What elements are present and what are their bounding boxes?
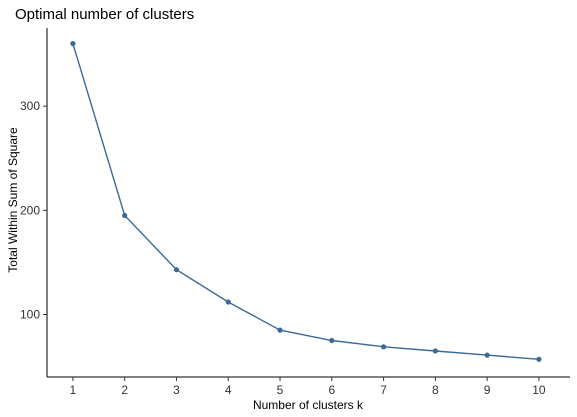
x-axis-label: Number of clusters k [253,398,364,412]
y-tick-label: 200 [20,203,40,217]
series-group [70,41,542,362]
x-tick-label: 1 [70,383,77,397]
data-point [329,337,335,344]
x-tick-label: 10 [532,383,546,397]
x-tick-label: 8 [432,383,439,397]
data-point [484,352,490,358]
x-tick-label: 6 [328,383,335,397]
y-tick-label: 300 [20,99,40,113]
x-tick-label: 3 [173,383,180,397]
x-tick-label: 4 [225,383,232,397]
x-tick-label: 7 [380,383,387,397]
x-tick-label: 9 [484,383,491,397]
chart-title: Optimal number of clusters [15,6,194,23]
data-point [70,41,76,47]
data-point [432,348,438,354]
y-tick-label: 100 [20,307,40,321]
series-line [72,43,539,360]
x-tick-label: 5 [277,383,284,397]
data-point [277,327,283,333]
x-tick-label: 2 [121,383,128,397]
data-point [173,267,180,273]
y-axis-label: Total Within Sum of Square [6,127,20,273]
data-point [122,212,128,219]
x-ticks: 1 2 3 4 5 6 7 8 9 10 [70,377,546,397]
y-ticks: 100 200 300 [20,99,47,321]
data-point [536,356,542,362]
data-point [380,344,387,350]
data-point [225,299,231,305]
